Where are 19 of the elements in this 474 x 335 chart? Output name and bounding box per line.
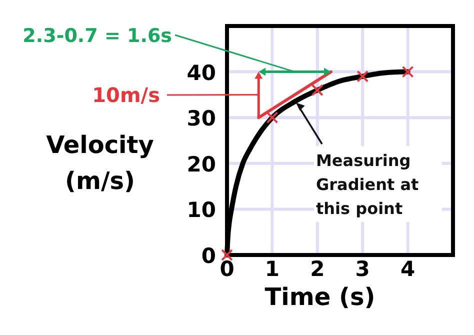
text: 10m/s bbox=[92, 83, 160, 107]
annotation: Measuring Gradient at this point bbox=[316, 151, 420, 218]
y-axis-title: Velocity (m/s) bbox=[46, 131, 154, 195]
y-tick-label: 30 bbox=[186, 106, 216, 131]
point bbox=[266, 112, 278, 124]
point bbox=[356, 70, 369, 82]
y-tick-label: 10 bbox=[186, 198, 216, 222]
x-tick-label: 3 bbox=[355, 257, 370, 281]
point bbox=[311, 84, 324, 96]
point bbox=[402, 66, 414, 78]
y-tick-label: 20 bbox=[186, 152, 216, 176]
x-tick-label: 2 bbox=[310, 257, 325, 281]
x-tick-label: 1 bbox=[264, 257, 280, 281]
y-tick-label: 40 bbox=[186, 60, 216, 85]
text: 2.3-0.7 = 1.6s bbox=[22, 25, 172, 47]
x-tick-label: 0 bbox=[220, 257, 234, 281]
x-tick-label: 4 bbox=[400, 257, 416, 281]
point bbox=[221, 249, 233, 261]
x-axis-title: Time (s) bbox=[264, 283, 376, 311]
